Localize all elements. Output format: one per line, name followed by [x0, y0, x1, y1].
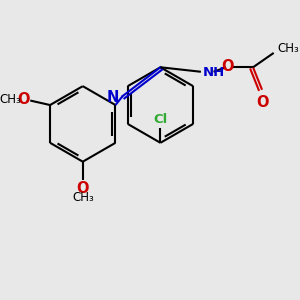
Text: O: O — [257, 95, 269, 110]
Text: N: N — [107, 90, 119, 105]
Text: O: O — [222, 59, 234, 74]
Text: O: O — [17, 92, 29, 107]
Text: CH₃: CH₃ — [0, 93, 21, 106]
Text: NH: NH — [203, 66, 225, 79]
Text: CH₃: CH₃ — [72, 191, 94, 204]
Text: O: O — [76, 181, 89, 196]
Text: CH₃: CH₃ — [277, 42, 299, 55]
Text: Cl: Cl — [153, 113, 168, 126]
